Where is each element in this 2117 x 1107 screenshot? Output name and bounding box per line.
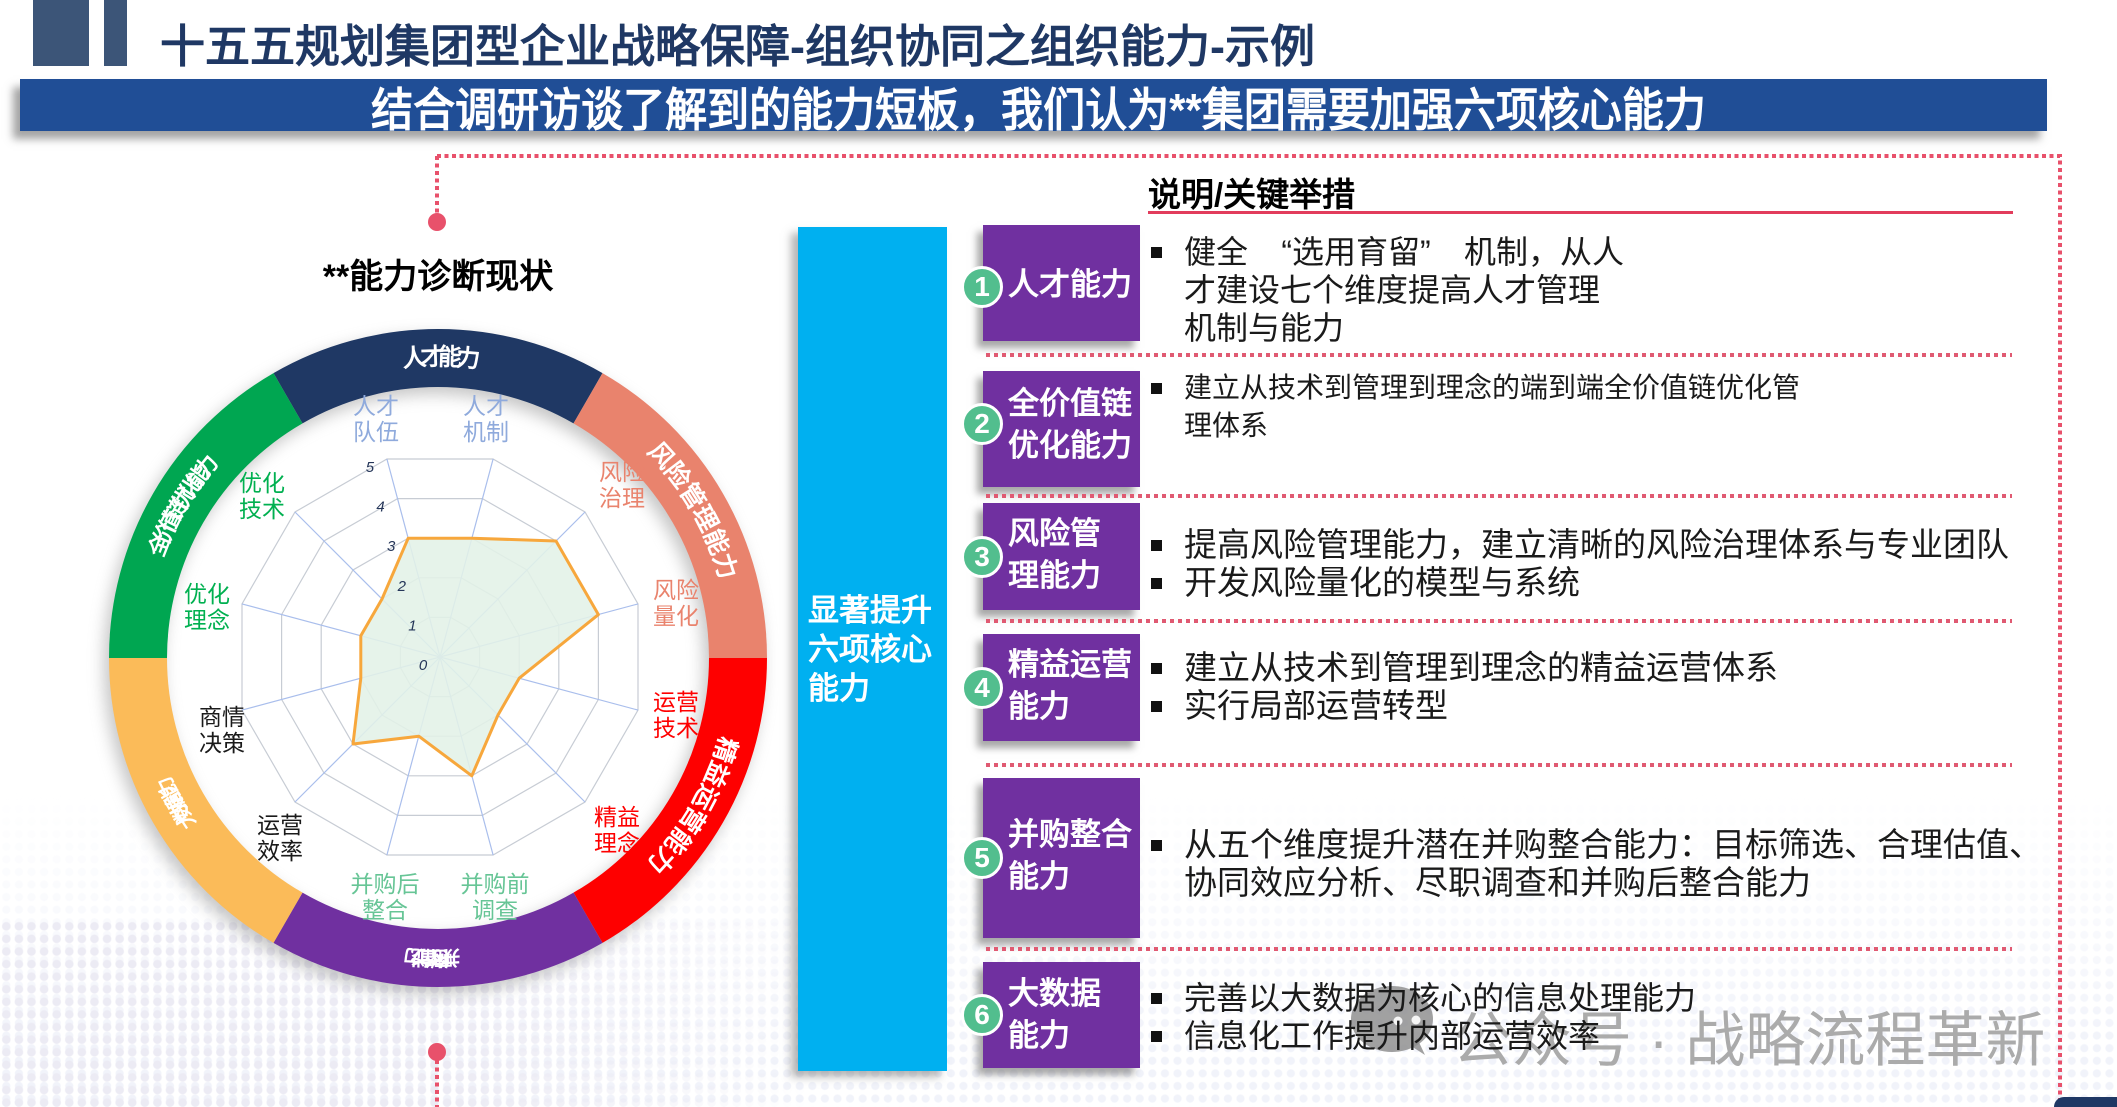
svg-text:1: 1 <box>408 617 416 634</box>
svg-text:4: 4 <box>376 499 384 516</box>
svg-text:人才能力: 人才能力 <box>401 343 480 374</box>
svg-text:0: 0 <box>419 657 428 674</box>
svg-text:3: 3 <box>387 538 396 555</box>
svg-text:2: 2 <box>397 578 407 595</box>
svg-text:5: 5 <box>366 459 375 476</box>
